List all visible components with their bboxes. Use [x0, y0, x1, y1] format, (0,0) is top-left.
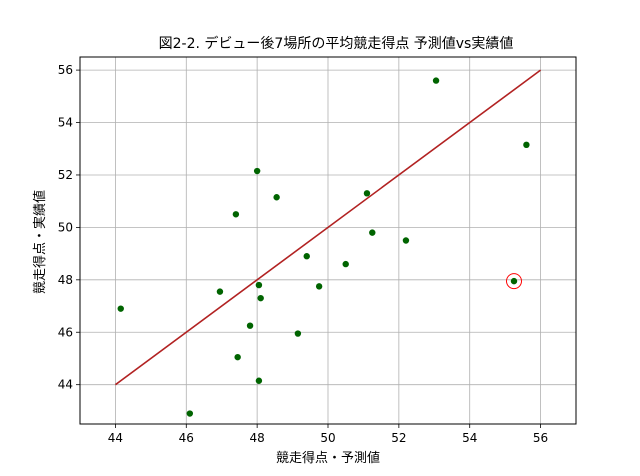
x-axis-ticks: 44 46 48 50 52 54 56 — [108, 424, 548, 445]
data-point — [523, 141, 530, 149]
x-tick-label: 44 — [108, 431, 123, 445]
x-tick-label: 52 — [391, 431, 406, 445]
data-point — [216, 288, 224, 295]
data-point — [303, 253, 310, 260]
x-axis-label: 競走得点・予測値 — [276, 450, 380, 466]
data-point — [510, 277, 518, 285]
reference-line — [114, 69, 542, 386]
highlighted-point-ring — [506, 273, 522, 290]
data-point — [315, 283, 323, 290]
x-tick-label: 56 — [533, 431, 548, 445]
y-tick-label: 48 — [58, 273, 73, 287]
data-point — [432, 77, 440, 84]
data-point — [342, 260, 349, 268]
data-point — [363, 190, 371, 197]
x-tick-label: 54 — [462, 431, 477, 445]
data-point — [253, 167, 261, 175]
y-tick-label: 56 — [58, 63, 73, 77]
reference-line-layer — [114, 69, 542, 386]
y-tick-label: 44 — [58, 378, 73, 392]
data-point — [255, 281, 263, 289]
y-tick-label: 52 — [58, 168, 73, 182]
x-tick-label: 46 — [179, 431, 194, 445]
data-point — [273, 194, 280, 201]
data-point — [232, 211, 240, 218]
y-axis-label: 競走得点・実績値 — [32, 190, 48, 294]
data-point — [294, 330, 302, 337]
grid — [80, 57, 576, 424]
data-point — [246, 322, 254, 329]
y-tick-label: 54 — [58, 116, 73, 130]
chart-title: 図2-2. デビュー後7場所の平均競走得点 予測値vs実績値 — [159, 35, 514, 52]
data-point — [186, 410, 194, 417]
data-point — [255, 377, 263, 384]
x-tick-label: 48 — [250, 431, 265, 445]
data-point — [117, 305, 124, 312]
data-point — [369, 229, 376, 236]
data-point — [402, 237, 410, 244]
data-point — [257, 294, 264, 302]
y-tick-label: 50 — [58, 220, 73, 234]
y-tick-label: 46 — [58, 325, 73, 339]
data-point — [234, 353, 241, 361]
data-points — [117, 77, 530, 417]
y-axis-ticks: 44 46 48 50 52 54 56 — [58, 63, 80, 392]
x-tick-label: 50 — [320, 431, 335, 445]
